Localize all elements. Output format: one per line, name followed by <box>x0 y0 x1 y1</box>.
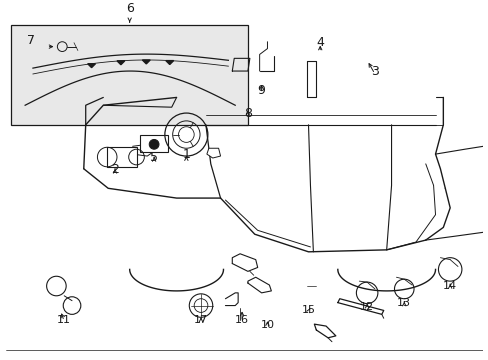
Text: 13: 13 <box>396 298 410 309</box>
Text: 6: 6 <box>125 3 133 15</box>
Bar <box>140 135 167 152</box>
Text: 7: 7 <box>27 33 35 47</box>
Text: 9: 9 <box>257 85 265 98</box>
Text: 2: 2 <box>111 163 119 176</box>
Text: 5: 5 <box>150 151 158 164</box>
Bar <box>11 25 247 125</box>
Text: 15: 15 <box>301 305 315 315</box>
Text: 8: 8 <box>244 107 251 120</box>
Text: 14: 14 <box>442 281 456 291</box>
Bar <box>107 147 136 167</box>
Circle shape <box>149 139 159 149</box>
Polygon shape <box>206 148 220 158</box>
Text: 3: 3 <box>370 65 378 78</box>
Text: 11: 11 <box>57 315 71 325</box>
Polygon shape <box>87 64 95 68</box>
Text: 10: 10 <box>260 320 274 330</box>
Polygon shape <box>142 60 150 64</box>
Text: 16: 16 <box>235 315 248 325</box>
Text: 4: 4 <box>316 36 324 49</box>
Polygon shape <box>117 61 124 65</box>
Text: 1: 1 <box>182 148 190 161</box>
Polygon shape <box>165 60 173 64</box>
Text: 17: 17 <box>194 315 208 325</box>
Text: 12: 12 <box>359 302 373 312</box>
